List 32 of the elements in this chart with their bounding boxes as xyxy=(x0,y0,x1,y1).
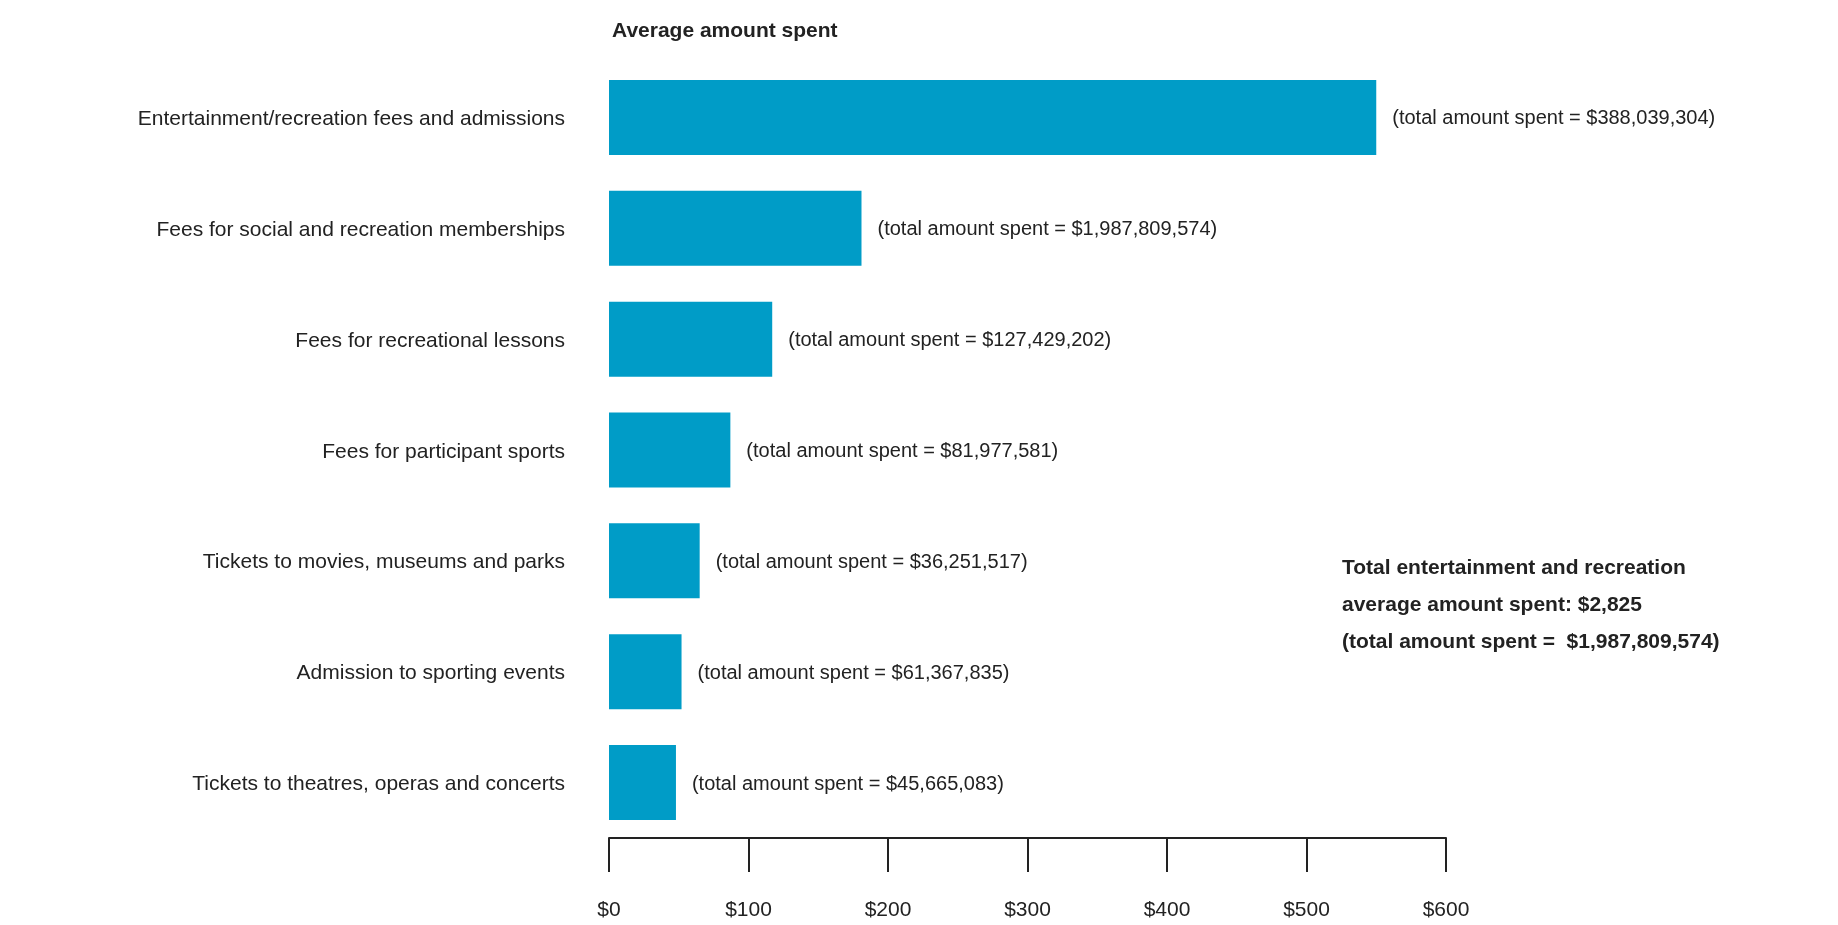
annotation: (total amount spent = $1,987,809,574) xyxy=(877,217,1218,240)
y-tick-label: Admission to sporting events xyxy=(296,660,565,684)
annotation: (total amount spent = $45,665,083) xyxy=(691,771,1004,794)
bar xyxy=(609,412,731,488)
bar xyxy=(609,523,700,599)
x-tick-label: $400 xyxy=(1143,897,1191,920)
y-tick-label: Fees for recreational lessons xyxy=(295,327,565,351)
x-tick-label: $500 xyxy=(1283,897,1330,920)
annotation: (total amount spent = $1,987,809,574) xyxy=(1342,629,1720,652)
y-tick-label: Fees for participant sports xyxy=(322,438,565,462)
annotation: Total entertainment and recreation xyxy=(1342,555,1686,578)
chart-title: Average amount spent xyxy=(612,18,838,41)
x-tick-label: $0 xyxy=(597,897,621,920)
y-tick-label: Fees for social and recreation memberships xyxy=(156,216,565,240)
x-tick-label: $600 xyxy=(1422,897,1470,920)
annotation: (total amount spent = $36,251,517) xyxy=(715,549,1028,572)
annotation: (total amount spent = $388,039,304) xyxy=(1392,106,1716,129)
bar xyxy=(609,190,862,266)
x-tick-label: $100 xyxy=(725,897,772,920)
bar xyxy=(609,301,773,377)
y-tick-label: Tickets to theatres, operas and concerts xyxy=(192,771,565,795)
bar xyxy=(609,745,676,821)
y-tick-label: Entertainment/recreation fees and admissions xyxy=(137,105,565,129)
annotation: average amount spent: $2,825 xyxy=(1342,592,1643,615)
annotation: (total amount spent = $61,367,835) xyxy=(697,660,1010,683)
y-tick-label: Tickets to movies, museums and parks xyxy=(202,549,565,573)
bar xyxy=(609,634,682,710)
x-tick-label: $200 xyxy=(864,897,912,920)
x-tick-label: $300 xyxy=(1004,897,1051,920)
annotation: (total amount spent = $81,977,581) xyxy=(746,439,1059,461)
bar xyxy=(609,79,1377,155)
annotation: (total amount spent = $127,429,202) xyxy=(788,328,1112,351)
